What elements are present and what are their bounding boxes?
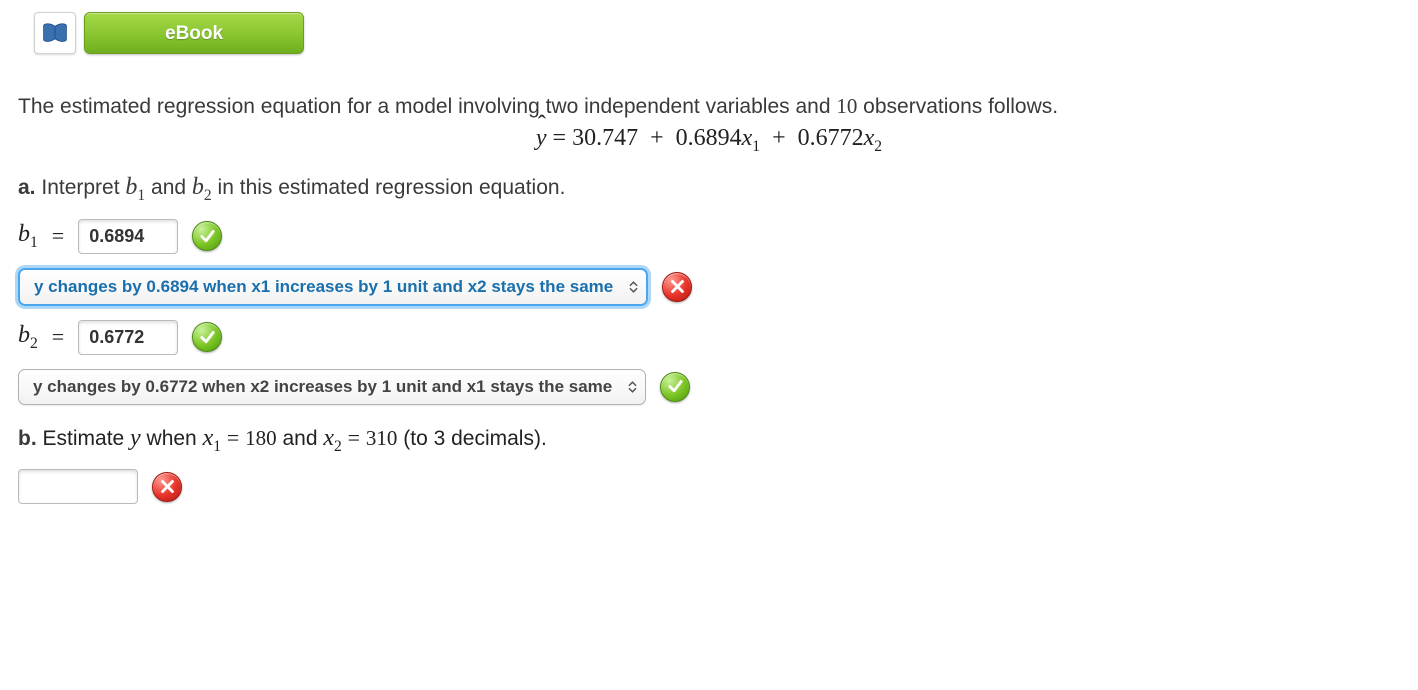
check-icon [192,221,222,251]
stepper-arrows-icon [629,281,638,293]
part-a-text1: Interpret [41,176,125,199]
question-intro: The estimated regression equation for a … [18,94,1400,119]
intro-suffix: observations follows. [857,95,1058,118]
part-b-t2: when [141,427,203,450]
b2-var: b [18,322,30,348]
b2-row: b2 = [18,320,1400,355]
eq-b2: 0.6772 [798,125,864,151]
part-b-t3: and [277,427,324,450]
ebook-label: eBook [165,23,223,44]
b1-var: b [18,221,30,247]
part-a-text2: and [145,176,192,199]
intro-prefix: The estimated regression equation for a … [18,95,836,118]
part-a-prompt: a. Interpret b1 and b2 in this estimated… [18,174,1400,205]
b2-interp-text: y changes by 0.6772 when x2 increases by… [33,377,612,397]
part-b-label: b. [18,427,37,450]
check-icon [660,372,690,402]
part-a-text3: in this estimated regression equation. [212,176,566,199]
b1-input[interactable] [78,219,178,254]
ebook-button[interactable]: eBook [84,12,304,54]
part-b-answer-row [18,469,1400,504]
b1-interpretation-select[interactable]: y changes by 0.6894 when x1 increases by… [18,268,648,306]
b2-input[interactable] [78,320,178,355]
b2-label: b2 [18,322,38,353]
b2-sub: 2 [30,334,38,351]
eq-intercept: 30.747 [572,125,638,151]
check-icon [192,322,222,352]
b1-interp-text: y changes by 0.6894 when x1 increases by… [34,277,613,297]
equals-sign: = [52,324,64,350]
equals-sign: = [52,223,64,249]
book-icon[interactable] [34,12,76,54]
part-b-prompt: b. Estimate y when x1 = 180 and x2 = 310… [18,425,1400,456]
ebook-bar: eBook [34,12,304,54]
regression-equation: y = 30.747 + 0.6894x1 + 0.6772x2 [18,125,1400,156]
b1-interpretation-row: y changes by 0.6894 when x1 increases by… [18,268,1400,306]
x1-val: 180 [245,426,277,450]
cross-icon [152,472,182,502]
eq-b1: 0.6894 [676,125,742,151]
x2-val: 310 [366,426,398,450]
cross-icon [662,272,692,302]
n-observations: 10 [836,94,857,118]
b1-label: b1 [18,221,38,252]
b2-interpretation-select[interactable]: y changes by 0.6772 when x2 increases by… [18,369,646,405]
b1-row: b1 = [18,219,1400,254]
part-b-t4: (to 3 decimals). [397,427,546,450]
part-b-input[interactable] [18,469,138,504]
b1-sub: 1 [30,233,38,250]
part-a-label: a. [18,176,36,199]
part-b-t1: Estimate [43,427,131,450]
b2-interpretation-row: y changes by 0.6772 when x2 increases by… [18,369,1400,405]
stepper-arrows-icon [628,381,637,393]
